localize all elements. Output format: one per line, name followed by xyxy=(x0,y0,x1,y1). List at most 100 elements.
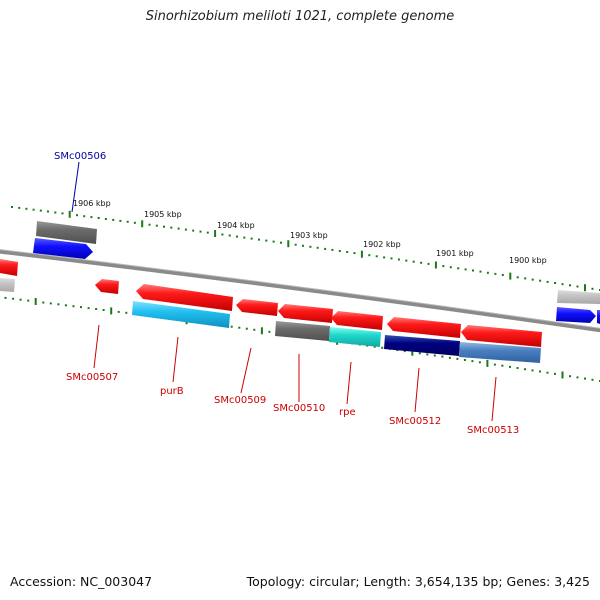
scale-minor-tick xyxy=(554,282,557,284)
scale-minor-tick xyxy=(148,223,151,226)
scale-minor-tick xyxy=(539,370,541,373)
scale-minor-tick xyxy=(177,227,180,230)
scale-minor-tick xyxy=(102,309,105,311)
gene-label-purb[interactable]: purB xyxy=(160,386,184,397)
gene-label-smc00506[interactable]: SMc00506 xyxy=(54,151,106,162)
gene-arrow[interactable] xyxy=(556,307,596,323)
scale-minor-tick xyxy=(539,279,542,282)
scale-major-tick xyxy=(561,371,564,379)
scale-major-tick xyxy=(584,284,586,292)
scale-minor-tick xyxy=(49,302,52,305)
scale-minor-tick xyxy=(90,216,93,219)
scale-major-tick xyxy=(110,307,113,315)
scale-minor-tick xyxy=(324,247,327,250)
scale-minor-tick xyxy=(381,346,384,349)
gene-feature[interactable] xyxy=(275,321,330,341)
gene-arrow[interactable] xyxy=(95,279,119,294)
gene-arrow[interactable] xyxy=(278,304,333,323)
gene-arrow[interactable] xyxy=(136,284,233,311)
scale-minor-tick xyxy=(19,298,22,301)
genome-backbone xyxy=(0,249,600,333)
gene-feature[interactable] xyxy=(557,290,600,304)
scale-minor-tick xyxy=(546,371,549,374)
scale-minor-tick xyxy=(403,350,406,353)
scale-minor-tick xyxy=(531,369,534,372)
scale-label: 1903 kbp xyxy=(290,231,328,240)
scale-major-tick xyxy=(287,240,290,248)
scale-minor-tick xyxy=(472,269,474,272)
scale-minor-tick xyxy=(516,276,519,279)
leader-line xyxy=(491,376,497,422)
accession-text: Accession: NC_003047 xyxy=(10,574,153,589)
scale-minor-tick xyxy=(390,257,393,260)
gene-arrow[interactable] xyxy=(33,238,93,259)
scale-minor-tick xyxy=(584,377,586,380)
scale-minor-tick xyxy=(104,218,107,220)
genome-summary-text: Topology: circular; Length: 3,654,135 bp… xyxy=(246,574,590,589)
scale-minor-tick xyxy=(375,255,378,258)
gene-arrow[interactable] xyxy=(597,310,600,324)
gene-arrow[interactable] xyxy=(0,259,18,276)
scale-minor-tick xyxy=(554,372,556,375)
scale-minor-tick xyxy=(133,221,136,224)
scale-minor-tick xyxy=(265,239,268,242)
gene-feature[interactable] xyxy=(132,301,230,328)
scale-minor-tick xyxy=(54,211,57,214)
scale-major-tick xyxy=(360,250,363,258)
scale-minor-tick xyxy=(478,361,481,364)
scale-minor-tick xyxy=(457,267,460,270)
gene-arrow[interactable] xyxy=(461,325,542,347)
scale-minor-tick xyxy=(516,367,519,369)
scale-major-tick xyxy=(68,210,71,218)
scale-minor-tick xyxy=(12,297,15,300)
gene-feature[interactable] xyxy=(0,278,15,292)
gene-arrow[interactable] xyxy=(387,317,461,338)
scale-minor-tick xyxy=(412,260,415,263)
gene-label-rpe[interactable]: rpe xyxy=(339,407,356,418)
gene-label-smc00509[interactable]: SMc00509 xyxy=(214,395,266,406)
scale-minor-tick xyxy=(253,328,256,331)
leader-line xyxy=(172,336,179,383)
gene-feature[interactable] xyxy=(459,342,541,363)
scale-minor-tick xyxy=(569,284,571,287)
scale-minor-tick xyxy=(316,246,319,249)
scale-minor-tick xyxy=(61,212,64,215)
scale-minor-tick xyxy=(80,306,82,309)
scale-minor-tick xyxy=(456,357,459,360)
gene-label-smc00513[interactable]: SMc00513 xyxy=(467,425,519,436)
leader-line xyxy=(414,367,420,413)
scale-minor-tick xyxy=(463,359,466,361)
scale-minor-tick xyxy=(42,301,45,304)
scale-minor-tick xyxy=(236,235,238,238)
gene-feature[interactable] xyxy=(36,221,97,244)
scale-minor-tick xyxy=(272,240,275,243)
scale-minor-tick xyxy=(576,285,579,288)
scale-minor-tick xyxy=(163,225,165,228)
gene-feature[interactable] xyxy=(384,335,460,356)
scale-minor-tick xyxy=(250,237,253,240)
gene-feature[interactable] xyxy=(329,327,381,347)
gene-label-smc00510[interactable]: SMc00510 xyxy=(273,403,325,414)
scale-major-tick xyxy=(509,272,512,280)
scale-minor-tick xyxy=(155,224,158,227)
gene-label-smc00512[interactable]: SMc00512 xyxy=(389,416,441,427)
scale-minor-tick xyxy=(57,303,60,306)
scale-minor-tick xyxy=(368,254,371,257)
scale-minor-tick xyxy=(427,262,430,265)
scale-minor-tick xyxy=(39,209,42,212)
scale-minor-tick xyxy=(97,217,100,219)
scale-label: 1901 kbp xyxy=(436,249,474,258)
scale-minor-tick xyxy=(464,268,467,271)
gene-label-smc00507[interactable]: SMc00507 xyxy=(66,372,118,383)
gene-arrow[interactable] xyxy=(331,311,383,330)
scale-minor-tick xyxy=(418,352,421,355)
scale-minor-tick xyxy=(509,365,511,368)
gene-arrow[interactable] xyxy=(236,299,278,316)
scale-minor-tick xyxy=(353,252,356,255)
scale-minor-tick xyxy=(501,274,504,276)
scale-minor-tick xyxy=(280,241,282,244)
scale-minor-tick xyxy=(569,375,571,378)
scale-minor-tick xyxy=(11,206,13,208)
scale-minor-tick xyxy=(117,310,120,313)
